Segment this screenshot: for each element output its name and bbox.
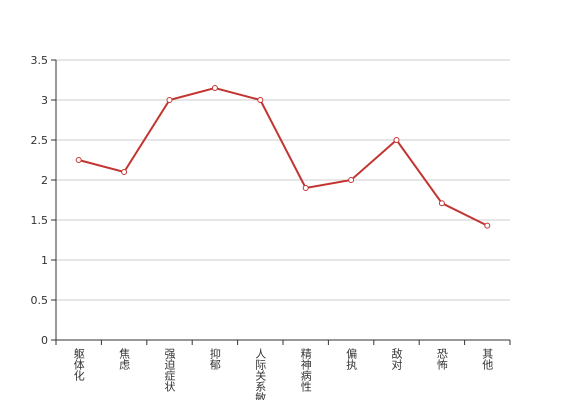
x-tick-label: 其他 [481, 348, 494, 370]
x-tick-label: 抑郁 [208, 347, 221, 370]
point [348, 177, 355, 183]
line [78, 86, 488, 227]
point [75, 157, 82, 163]
y-tick-label: 2.5 [31, 134, 49, 147]
point [393, 137, 400, 143]
point [211, 85, 218, 91]
x-tick-label: 躯体化 [72, 348, 85, 382]
y-tick-label: 2 [41, 174, 48, 187]
y-tick-label: 0 [41, 334, 48, 347]
point [438, 200, 445, 207]
y-tick-label: 1.5 [31, 214, 49, 227]
x-tick-label: 恐怖 [435, 348, 448, 370]
x-tick-label: 人际关系敏感 [254, 348, 267, 400]
x-tick-label: 焦虑 [118, 348, 131, 370]
y-tick-label: 0.5 [31, 294, 49, 307]
y-tick-label: 3 [41, 94, 48, 107]
point [166, 97, 173, 103]
x-tick-label: 偏执 [345, 347, 358, 371]
x-tick-label: 敌对 [390, 347, 403, 370]
point [257, 97, 264, 103]
x-tick-label: 精神病性 [299, 348, 312, 393]
y-tick-label: 1 [41, 254, 48, 267]
point [121, 169, 128, 175]
x-tick-label: 强迫症状 [163, 348, 176, 392]
point [302, 185, 309, 191]
point [484, 222, 491, 229]
y-tick-label: 3.5 [31, 54, 49, 67]
